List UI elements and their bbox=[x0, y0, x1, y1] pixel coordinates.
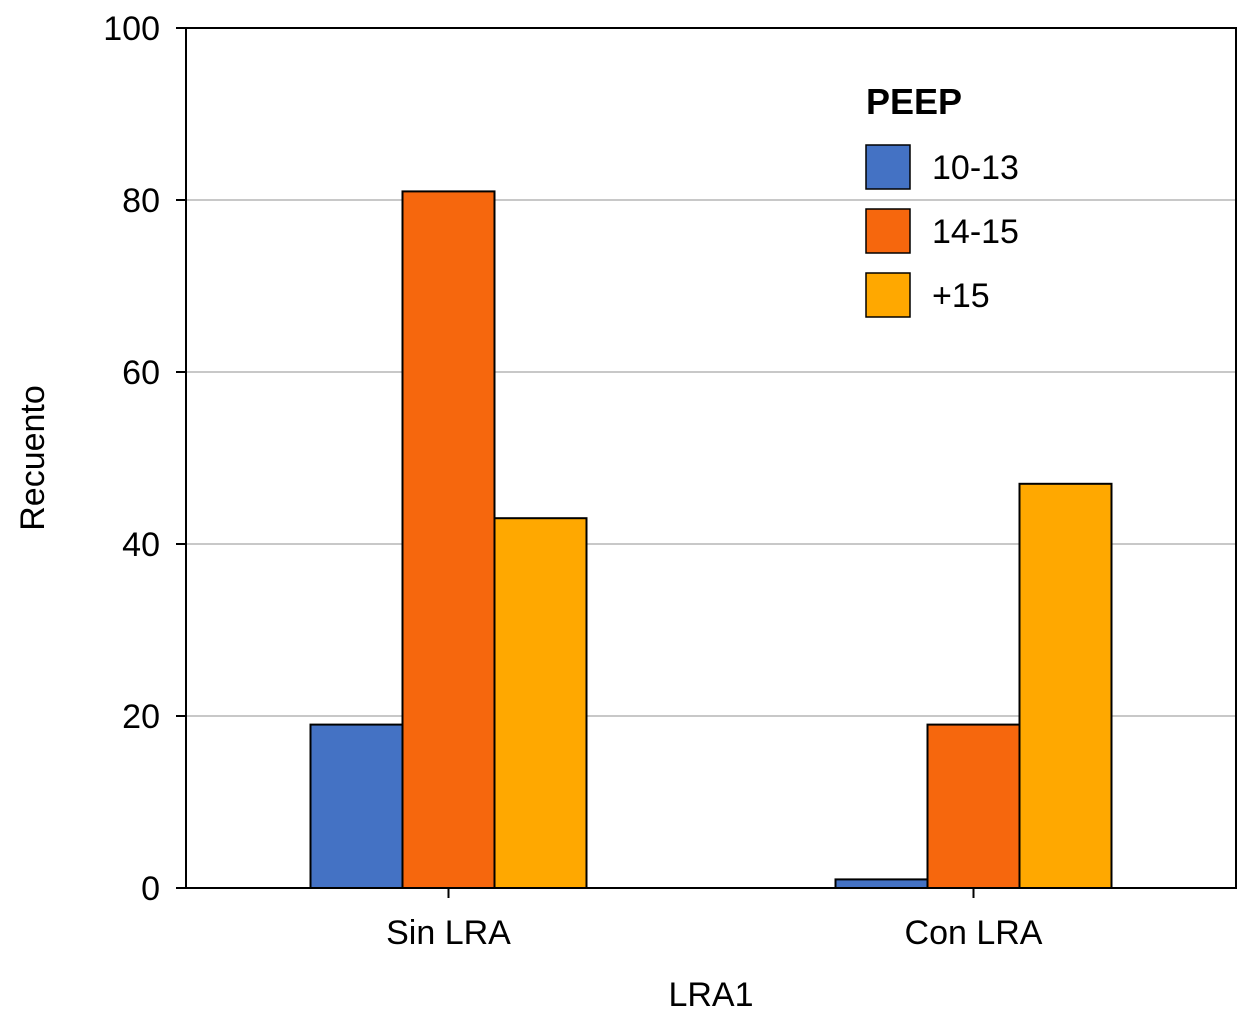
x-tick-label: Con LRA bbox=[905, 914, 1043, 952]
legend-label: 10-13 bbox=[932, 149, 1019, 187]
bar-15-sin-lra bbox=[493, 517, 588, 889]
bar-1013-sin-lra bbox=[309, 723, 404, 889]
bar-15-con-lra bbox=[1018, 482, 1113, 889]
y-axis-title: Recuento bbox=[14, 385, 52, 531]
plot-area-frame bbox=[185, 27, 1237, 889]
y-tick-label: 80 bbox=[122, 182, 160, 220]
y-axis-ticks: 0 20 40 60 80 100 bbox=[103, 10, 186, 908]
x-axis-title: LRA1 bbox=[668, 976, 753, 1014]
legend-swatch bbox=[865, 144, 911, 190]
legend-swatch bbox=[865, 208, 911, 254]
legend-swatch bbox=[865, 272, 911, 318]
bar-1013-con-lra bbox=[834, 878, 929, 890]
bar-1415-sin-lra bbox=[401, 190, 496, 889]
y-tick-label: 60 bbox=[122, 354, 160, 392]
legend-label: 14-15 bbox=[932, 213, 1019, 251]
y-tick-label: 40 bbox=[122, 526, 160, 564]
x-axis-ticks: Sin LRA Con LRA bbox=[386, 888, 1043, 952]
y-tick-label: 100 bbox=[103, 10, 160, 48]
bar-1415-con-lra bbox=[926, 723, 1021, 889]
bars bbox=[309, 190, 1113, 890]
y-tick-label: 20 bbox=[122, 698, 160, 736]
legend-label: +15 bbox=[932, 277, 990, 315]
x-tick-label: Sin LRA bbox=[386, 914, 511, 952]
legend: PEEP 10-13 14-15 +15 bbox=[865, 81, 1019, 318]
y-tick-label: 0 bbox=[141, 870, 160, 908]
legend-title: PEEP bbox=[866, 81, 962, 122]
